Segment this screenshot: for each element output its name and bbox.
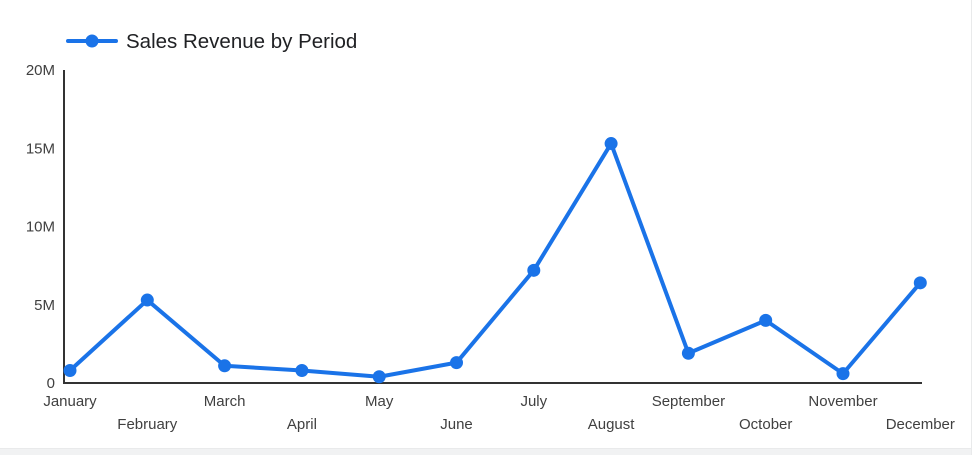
legend[interactable]: Sales Revenue by Period [66, 30, 357, 53]
x-tick-label: May [365, 393, 394, 410]
series-line[interactable] [68, 141, 923, 379]
series-group [63, 137, 927, 384]
y-tick-label: 5M [34, 297, 55, 314]
data-point[interactable] [372, 370, 386, 384]
data-point[interactable] [218, 359, 232, 373]
axes [63, 70, 922, 384]
y-tick-label: 0 [47, 375, 55, 392]
y-axis-labels: 0 5M 10M 15M 20M [26, 62, 55, 392]
data-point[interactable] [140, 293, 154, 307]
data-point[interactable] [759, 313, 773, 327]
y-tick-label: 10M [26, 219, 55, 236]
x-axis-labels: January February March April May June July Augu… [43, 393, 955, 433]
legend-point-marker [85, 34, 99, 48]
data-point[interactable] [681, 346, 695, 360]
data-point[interactable] [450, 356, 463, 370]
x-tick-label: June [440, 416, 473, 433]
bottom-edge-strip [0, 448, 971, 455]
x-tick-label: April [287, 416, 317, 433]
legend-label: Sales Revenue by Period [126, 30, 357, 53]
x-tick-label: December [886, 416, 955, 433]
data-point[interactable] [527, 263, 541, 277]
x-tick-label: February [117, 416, 178, 433]
x-tick-label: September [652, 393, 725, 410]
x-tick-label: November [808, 393, 877, 410]
data-point[interactable] [63, 363, 77, 377]
data-point[interactable] [295, 363, 309, 377]
x-tick-label: October [739, 416, 792, 433]
x-tick-label: July [520, 393, 547, 410]
x-tick-label: January [43, 393, 97, 410]
data-point[interactable] [604, 137, 618, 151]
data-point[interactable] [913, 276, 927, 290]
x-tick-label: March [204, 393, 246, 410]
y-tick-label: 20M [26, 62, 55, 79]
y-tick-label: 15M [26, 140, 55, 157]
data-point[interactable] [836, 367, 850, 381]
x-tick-label: August [588, 416, 636, 433]
